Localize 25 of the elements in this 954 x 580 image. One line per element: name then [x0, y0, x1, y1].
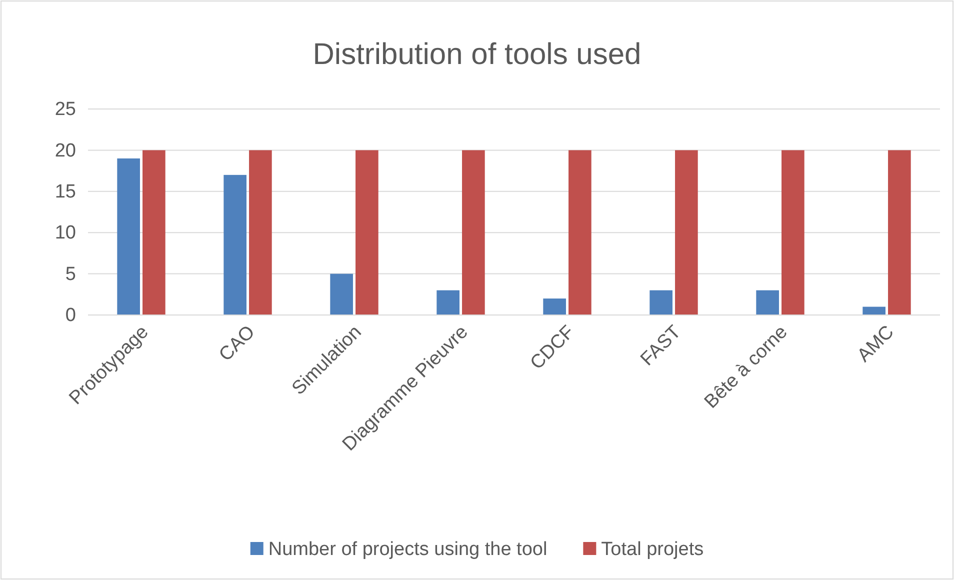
chart-title: Distribution of tools used [312, 38, 642, 71]
bar [862, 306, 886, 315]
y-tick-label: 25 [54, 99, 76, 120]
bar [650, 290, 672, 315]
bar [249, 150, 272, 315]
bar [756, 290, 779, 315]
bar [568, 150, 592, 315]
bar [782, 150, 804, 315]
bar [224, 174, 246, 315]
y-tick-label: 15 [54, 181, 76, 202]
legend-label: Number of projects using the tool [268, 539, 548, 560]
bar [462, 150, 485, 315]
y-tick-label: 5 [65, 264, 76, 285]
bar [356, 150, 378, 315]
bar [142, 150, 166, 315]
bar [117, 158, 140, 315]
y-tick-label: 20 [54, 140, 76, 162]
bar [543, 298, 566, 315]
y-tick-label: 0 [65, 305, 76, 326]
bar [675, 150, 698, 315]
bar [888, 150, 911, 315]
legend-label: Total projets [601, 539, 704, 560]
y-tick-label: 10 [54, 222, 76, 244]
bar [330, 274, 353, 315]
bar [436, 290, 460, 315]
